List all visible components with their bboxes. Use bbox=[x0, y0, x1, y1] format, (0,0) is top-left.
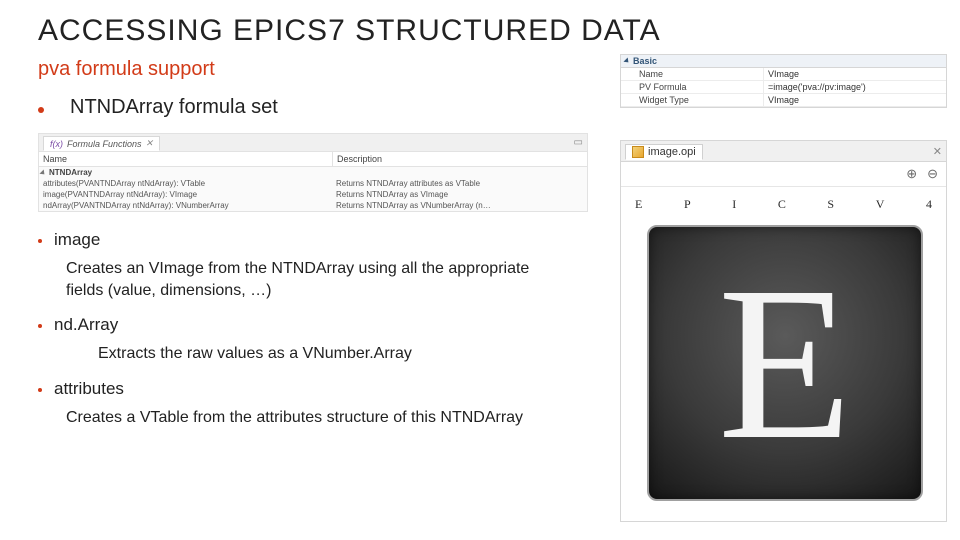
row-desc: Returns NTNDArray as VNumberArray (n… bbox=[332, 200, 587, 211]
bullet-icon bbox=[38, 107, 44, 113]
property-value: VImage bbox=[764, 94, 946, 106]
chart-icon bbox=[632, 146, 644, 158]
sub-bullet-label: nd.Array bbox=[54, 315, 118, 335]
sub-bullet-desc: Creates an VImage from the NTNDArray usi… bbox=[66, 258, 566, 301]
bullet-icon bbox=[38, 388, 42, 392]
close-icon[interactable]: ✕ bbox=[146, 138, 154, 149]
property-key: PV Formula bbox=[621, 81, 764, 93]
property-value: =image('pva://pv:image') bbox=[764, 81, 946, 93]
formula-functions-panel: f(x) Formula Functions ✕ ▭ Name Descript… bbox=[38, 133, 588, 212]
opi-canvas: E P I C S V 4 E bbox=[621, 187, 946, 515]
left-column: NTNDArray formula set f(x) Formula Funct… bbox=[38, 96, 598, 442]
group-label: NTNDArray bbox=[49, 168, 92, 177]
table-row[interactable]: attributes(PVANTNDArray ntNdArray): VTab… bbox=[39, 178, 587, 189]
epics-letter-strip: E P I C S V 4 bbox=[621, 197, 946, 212]
letter: 4 bbox=[926, 197, 932, 212]
opi-display-panel: image.opi ✕ ⊕ ⊖ E P I C S V 4 E bbox=[620, 140, 947, 522]
sub-bullet-desc: Extracts the raw values as a VNumber.Arr… bbox=[98, 343, 558, 365]
letter: S bbox=[827, 197, 834, 212]
bullet-icon bbox=[38, 324, 42, 328]
row-name: image(PVANTNDArray ntNdArray): VImage bbox=[39, 189, 332, 200]
row-name: attributes(PVANTNDArray ntNdArray): VTab… bbox=[39, 178, 332, 189]
letter: E bbox=[635, 197, 642, 212]
group-row[interactable]: NTNDArray bbox=[39, 167, 587, 178]
slide-title: ACCESSING EPICS7 STRUCTURED DATA bbox=[38, 14, 661, 48]
col-description[interactable]: Description bbox=[333, 152, 587, 166]
main-bullet: NTNDArray formula set bbox=[38, 96, 598, 119]
property-row[interactable]: PV Formula =image('pva://pv:image') bbox=[621, 81, 946, 94]
row-name: ndArray(PVANTNDArray ntNdArray): VNumber… bbox=[39, 200, 332, 211]
tab-image-opi[interactable]: image.opi bbox=[625, 144, 703, 160]
slide-subtitle: pva formula support bbox=[38, 58, 215, 81]
properties-section-header[interactable]: Basic bbox=[621, 55, 946, 68]
col-name[interactable]: Name bbox=[39, 152, 333, 166]
chevron-down-icon bbox=[39, 169, 46, 176]
property-key: Widget Type bbox=[621, 94, 764, 106]
table-row[interactable]: ndArray(PVANTNDArray ntNdArray): VNumber… bbox=[39, 200, 587, 211]
sub-bullet-attributes: attributes bbox=[38, 379, 598, 399]
fx-icon: f(x) bbox=[50, 139, 63, 149]
property-row[interactable]: Widget Type VImage bbox=[621, 94, 946, 107]
sub-bullet-desc: Creates a VTable from the attributes str… bbox=[66, 407, 566, 429]
table-header: Name Description bbox=[39, 152, 587, 167]
big-letter: E bbox=[718, 253, 852, 473]
formula-functions-tabbar: f(x) Formula Functions ✕ ▭ bbox=[39, 134, 587, 152]
row-desc: Returns NTNDArray attributes as VTable bbox=[332, 178, 587, 189]
letter: V bbox=[876, 197, 885, 212]
section-label: Basic bbox=[633, 56, 657, 66]
opi-toolbar: ⊕ ⊖ bbox=[621, 162, 946, 187]
table-row[interactable]: image(PVANTNDArray ntNdArray): VImage Re… bbox=[39, 189, 587, 200]
properties-panel: Basic Name VImage PV Formula =image('pva… bbox=[620, 54, 947, 108]
intensity-image: E bbox=[647, 225, 923, 501]
close-icon[interactable]: ✕ bbox=[933, 145, 942, 158]
row-desc: Returns NTNDArray as VImage bbox=[332, 189, 587, 200]
sub-bullet-ndarray: nd.Array bbox=[38, 315, 598, 335]
chevron-down-icon bbox=[623, 57, 630, 64]
sub-bullet-image: image bbox=[38, 230, 598, 250]
minimize-icon[interactable]: ▭ bbox=[574, 137, 583, 148]
sub-bullet-label: image bbox=[54, 230, 100, 250]
property-row[interactable]: Name VImage bbox=[621, 68, 946, 81]
letter: C bbox=[778, 197, 786, 212]
letter: I bbox=[732, 197, 736, 212]
opi-tab-label: image.opi bbox=[648, 146, 696, 158]
opi-tabbar: image.opi ✕ bbox=[621, 141, 946, 162]
property-key: Name bbox=[621, 68, 764, 80]
tab-formula-functions[interactable]: f(x) Formula Functions ✕ bbox=[43, 136, 160, 151]
tab-label: Formula Functions bbox=[67, 139, 142, 149]
zoom-in-icon[interactable]: ⊕ bbox=[906, 166, 917, 182]
bullet-icon bbox=[38, 239, 42, 243]
main-bullet-text: NTNDArray formula set bbox=[70, 96, 278, 119]
property-value: VImage bbox=[764, 68, 946, 80]
letter: P bbox=[684, 197, 691, 212]
sub-bullet-label: attributes bbox=[54, 379, 124, 399]
zoom-out-icon[interactable]: ⊖ bbox=[927, 166, 938, 182]
